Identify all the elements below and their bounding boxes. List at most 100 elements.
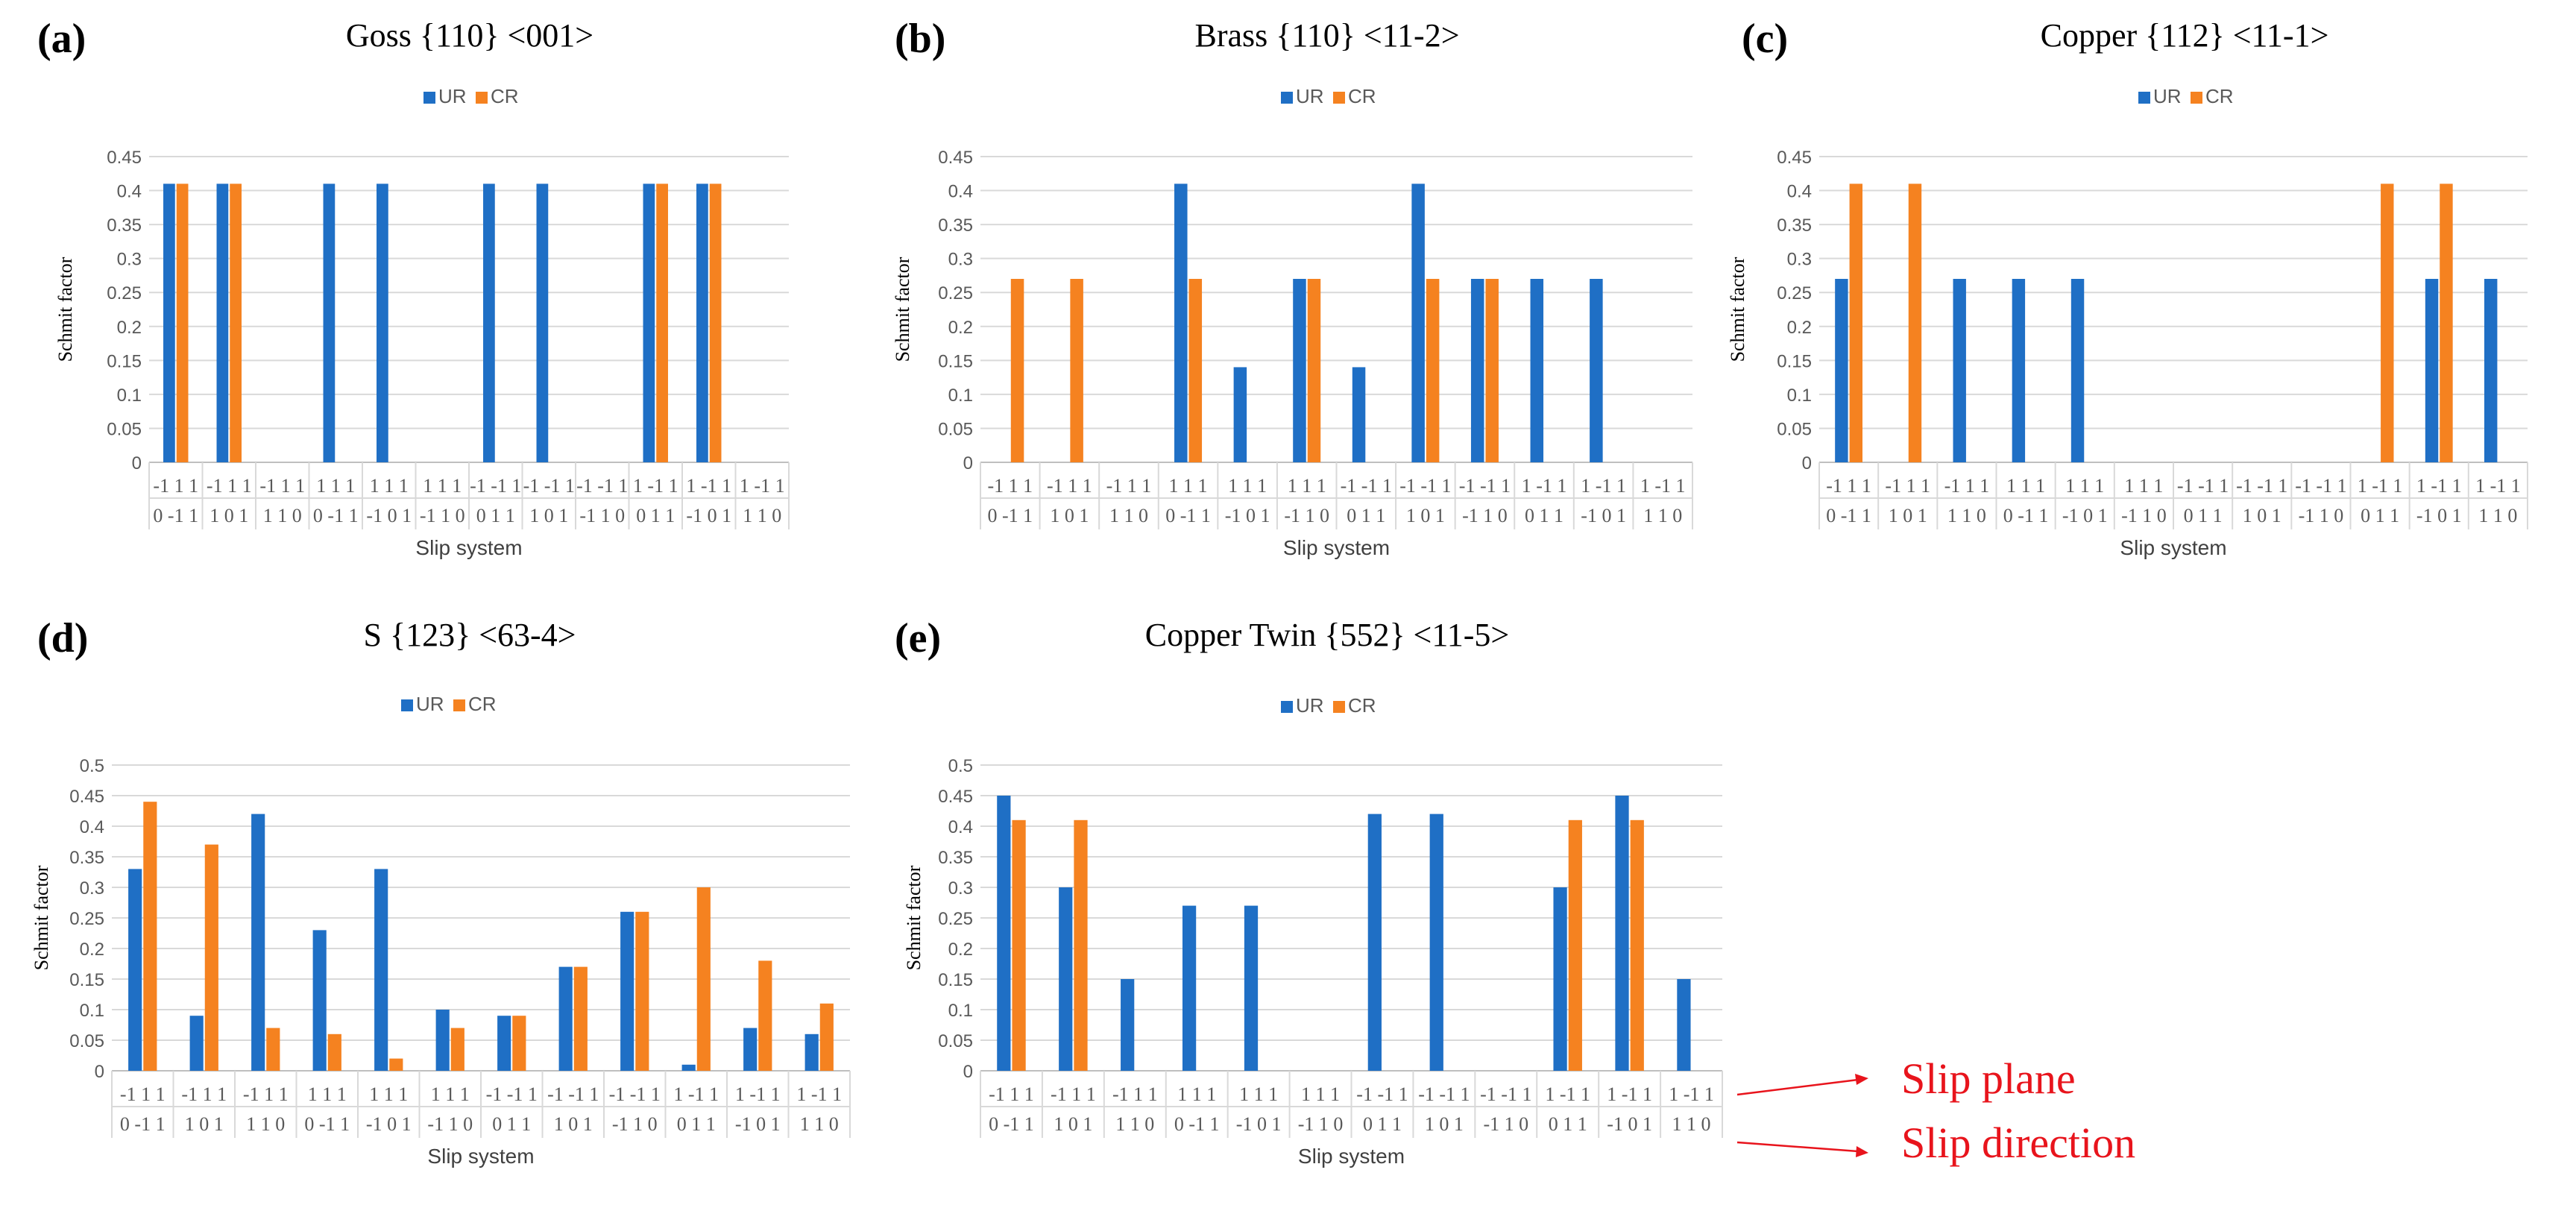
- bar-ur: [323, 183, 336, 462]
- bar-cr: [327, 1033, 341, 1071]
- x-tick-slip-plane: -1 -1 1: [1341, 475, 1392, 497]
- x-tick-slip-direction: 0 1 1: [1549, 1113, 1587, 1135]
- bar-ur: [1352, 367, 1366, 462]
- bar-ur: [128, 869, 142, 1071]
- legend-label-cr: CR: [1348, 85, 1376, 107]
- bar-ur: [1953, 279, 1966, 462]
- y-tick-label: 0.25: [107, 283, 142, 303]
- x-tick-slip-plane: -1 1 1: [120, 1083, 166, 1105]
- legend-label-ur: UR: [1296, 694, 1324, 717]
- slip-plane-arrow-line: [1736, 1078, 1859, 1096]
- legend: UR CR: [1281, 694, 1376, 717]
- y-tick-label: 0.35: [69, 848, 104, 868]
- bar-ur: [1233, 367, 1247, 462]
- y-tick-label: 0.45: [69, 787, 104, 807]
- bar-ur: [1530, 279, 1544, 462]
- x-tick-slip-plane: -1 -1 1: [1399, 475, 1451, 497]
- y-tick-label: 0.35: [107, 215, 142, 236]
- x-tick-slip-direction: 0 -1 1: [120, 1113, 166, 1135]
- x-tick-slip-plane: -1 1 1: [1885, 475, 1930, 497]
- y-tick-label: 0.05: [938, 419, 973, 439]
- x-tick-slip-plane: 1 -1 1: [686, 475, 731, 497]
- chart-0: (a) Goss {110} <001> UR CR 0 0.05 0.1 0.15 0.2 0.…: [37, 16, 790, 559]
- y-tick-label: 0.1: [948, 386, 973, 406]
- slip-direction-label: Slip direction: [1901, 1119, 2135, 1167]
- y-tick-label: 0.4: [80, 817, 104, 837]
- x-tick-slip-direction: 0 -1 1: [989, 1113, 1034, 1135]
- bar-ur: [2425, 279, 2439, 462]
- slip-annotation: Slip plane Slip direction: [1736, 1054, 2135, 1167]
- bar-ur: [483, 183, 495, 462]
- x-tick-slip-plane: -1 1 1: [1047, 475, 1092, 497]
- slip-direction-arrow-line: [1736, 1141, 1859, 1153]
- x-tick-slip-plane: 1 1 1: [2124, 475, 2163, 497]
- x-tick-slip-direction: -1 1 0: [427, 1113, 473, 1135]
- bar-cr: [1908, 183, 1922, 462]
- y-tick-label: 0.45: [938, 148, 973, 168]
- x-tick-slip-direction: 0 1 1: [492, 1113, 531, 1135]
- y-tick-label: 0.35: [1777, 215, 1812, 236]
- charts-layer: (a) Goss {110} <001> UR CR 0 0.05 0.1 0.15 0.2 0.…: [31, 16, 2528, 1168]
- chart-2: (c) Copper {112} <11-1> UR CR 0 0.05 0.1 0.15 0.…: [1727, 16, 2528, 559]
- legend-label-ur: UR: [416, 693, 444, 715]
- x-tick-slip-direction: 0 1 1: [1347, 505, 1385, 526]
- bar-cr: [1012, 819, 1026, 1071]
- chart-title: Copper Twin {552} <11-5>: [1145, 617, 1509, 653]
- x-tick-slip-direction: 0 -1 1: [2003, 505, 2049, 526]
- legend-label-cr: CR: [468, 693, 497, 715]
- bar-ur: [1244, 905, 1259, 1071]
- legend-label-ur: UR: [2153, 85, 2182, 107]
- x-tick-slip-direction: 1 0 1: [1425, 1113, 1464, 1135]
- x-tick-slip-direction: 0 -1 1: [1165, 505, 1211, 526]
- x-tick-slip-plane: 1 1 1: [1177, 1083, 1216, 1105]
- y-tick-label: 0.45: [107, 148, 142, 168]
- x-tick-slip-plane: 1 1 1: [1288, 475, 1326, 497]
- y-axis-title: Schmit factor: [31, 865, 52, 970]
- x-tick-slip-plane: -1 1 1: [1112, 1083, 1158, 1105]
- y-tick-label: 0.4: [1787, 182, 1812, 202]
- y-tick-label: 0.25: [938, 909, 973, 929]
- x-tick-slip-direction: -1 0 1: [366, 1113, 412, 1135]
- y-tick-label: 0.25: [938, 283, 973, 303]
- y-tick-label: 0.1: [948, 1001, 973, 1021]
- chart-4: (e) Copper Twin {552} <11-5> UR CR 0 0.05 0.1 0…: [895, 615, 1723, 1168]
- bar-cr: [176, 183, 189, 462]
- x-tick-slip-direction: 1 1 0: [743, 505, 781, 526]
- x-tick-slip-direction: -1 0 1: [1607, 1113, 1652, 1135]
- bar-ur: [558, 966, 573, 1071]
- x-tick-slip-direction: 1 1 0: [263, 505, 302, 526]
- x-axis-title: Slip system: [2120, 536, 2226, 559]
- x-tick-slip-direction: 1 0 1: [2243, 505, 2281, 526]
- x-tick-slip-direction: 1 1 0: [246, 1113, 285, 1135]
- bar-ur: [1182, 905, 1197, 1071]
- slip-plane-arrow-head: [1855, 1074, 1868, 1085]
- x-tick-slip-plane: -1 1 1: [207, 475, 252, 497]
- bar-ur: [1429, 814, 1443, 1071]
- bar-ur: [163, 183, 175, 462]
- legend-swatch-ur: [423, 92, 435, 104]
- y-tick-label: 0: [963, 453, 973, 473]
- legend: UR CR: [401, 693, 497, 715]
- x-tick-slip-plane: -1 1 1: [181, 1083, 227, 1105]
- x-tick-slip-direction: -1 1 0: [1483, 1113, 1528, 1135]
- panel-label: (a): [37, 16, 86, 62]
- legend-swatch-cr: [476, 92, 488, 104]
- y-tick-label: 0.3: [948, 250, 973, 270]
- x-tick-slip-plane: -1 1 1: [1944, 475, 1990, 497]
- x-tick-slip-direction: -1 0 1: [1236, 1113, 1282, 1135]
- bar-ur: [1293, 279, 1306, 462]
- y-tick-label: 0: [1802, 453, 1812, 473]
- x-tick-slip-plane: -1 -1 1: [523, 475, 575, 497]
- x-tick-slip-direction: -1 0 1: [2062, 505, 2108, 526]
- x-tick-slip-plane: 1 -1 1: [735, 1083, 781, 1105]
- y-tick-label: 0.45: [938, 787, 973, 807]
- y-tick-label: 0.2: [117, 318, 142, 338]
- bar-ur: [1411, 183, 1425, 462]
- chart-title: S {123} <63-4>: [364, 617, 576, 653]
- x-tick-slip-plane: -1 1 1: [259, 475, 305, 497]
- x-tick-slip-plane: 1 -1 1: [633, 475, 678, 497]
- x-tick-slip-direction: 1 1 0: [1109, 505, 1148, 526]
- x-tick-slip-plane: -1 1 1: [989, 1083, 1034, 1105]
- panel-label: (d): [37, 615, 88, 661]
- x-tick-slip-direction: -1 1 0: [420, 505, 465, 526]
